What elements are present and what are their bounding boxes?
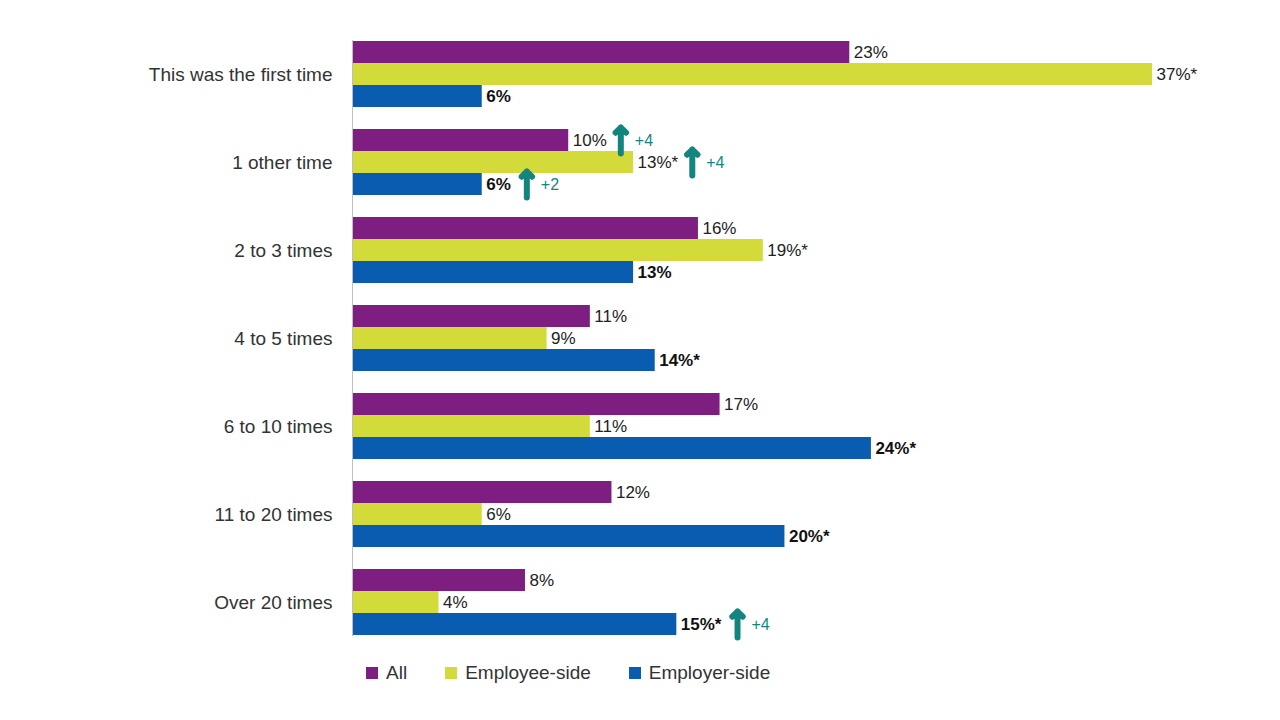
svg-text:6%: 6% (486, 87, 511, 106)
svg-text:6%: 6% (486, 175, 511, 194)
svg-text:This was the first time: This was the first time (149, 64, 333, 85)
svg-text:Over 20 times: Over 20 times (214, 592, 332, 613)
svg-text:11%: 11% (594, 307, 627, 326)
svg-text:6 to 10 times: 6 to 10 times (224, 416, 333, 437)
svg-text:37%*: 37%* (1157, 65, 1198, 84)
svg-text:1 other time: 1 other time (232, 152, 332, 173)
svg-text:16%: 16% (702, 219, 736, 238)
svg-text:17%: 17% (724, 395, 758, 414)
svg-text:19%*: 19%* (767, 241, 808, 260)
svg-text:14%*: 14%* (659, 351, 700, 370)
svg-text:2 to 3 times: 2 to 3 times (234, 240, 332, 261)
svg-text:13%: 13% (638, 263, 672, 282)
svg-text:10%: 10% (573, 131, 607, 150)
svg-text:24%*: 24%* (875, 439, 916, 458)
html-text:All: All (386, 662, 408, 683)
svg-text:+2: +2 (541, 176, 559, 193)
svg-text:20%*: 20%* (789, 527, 830, 546)
svg-text:12%: 12% (616, 483, 650, 502)
svg-text:13%*: 13%* (638, 153, 679, 172)
svg-text:23%: 23% (854, 43, 888, 62)
svg-text:+4: +4 (635, 132, 653, 149)
svg-text:8%: 8% (529, 571, 554, 590)
svg-text:9%: 9% (551, 329, 576, 348)
svg-text:11 to 20 times: 11 to 20 times (215, 504, 333, 525)
html-text:Employer-side: Employer-side (648, 662, 771, 683)
svg-text:4%: 4% (443, 593, 468, 612)
svg-text:4 to 5 times: 4 to 5 times (234, 328, 332, 349)
svg-text:+4: +4 (752, 616, 770, 633)
html-text:Employee-side: Employee-side (465, 662, 591, 683)
svg-text:11%: 11% (594, 417, 627, 436)
svg-text:6%: 6% (486, 505, 511, 524)
svg-text:+4: +4 (706, 154, 724, 171)
svg-text:15%*: 15%* (681, 615, 722, 634)
